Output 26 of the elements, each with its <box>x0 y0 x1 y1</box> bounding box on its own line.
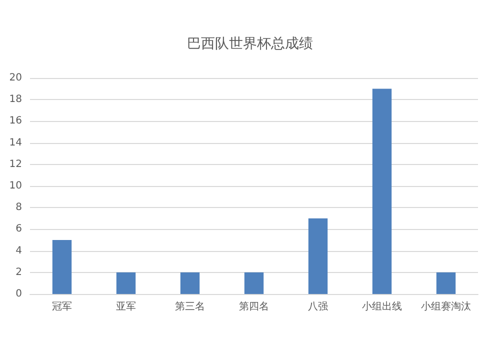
y-tick-label: 8 <box>16 202 22 214</box>
bar <box>436 272 456 294</box>
x-tick-label: 小组出线 <box>362 300 402 312</box>
y-tick-label: 18 <box>9 94 22 106</box>
y-tick-label: 6 <box>16 224 22 235</box>
y-tick-label: 14 <box>9 137 22 148</box>
y-tick-label: 16 <box>9 116 22 127</box>
y-tick-label: 0 <box>16 288 22 300</box>
x-tick-label: 八强 <box>308 302 328 312</box>
y-tick-label: 4 <box>16 245 22 256</box>
x-tick-label: 小组赛淘汰 <box>421 300 471 312</box>
x-tick-label: 亚军 <box>116 302 136 312</box>
y-tick-label: 20 <box>9 72 22 84</box>
bar <box>116 272 136 294</box>
x-tick-label: 冠军 <box>52 302 72 312</box>
bar <box>180 272 200 294</box>
y-tick-label: 2 <box>16 266 22 278</box>
bar <box>52 240 72 294</box>
y-tick-label: 10 <box>9 180 22 192</box>
bar <box>372 88 392 294</box>
bar <box>244 272 264 294</box>
y-tick-label: 12 <box>9 158 22 170</box>
bar <box>308 218 328 294</box>
x-tick-label: 第四名 <box>239 300 269 312</box>
x-tick-label: 第三名 <box>175 300 205 312</box>
chart-title: 巴西队世界杯总成绩 <box>187 36 313 52</box>
